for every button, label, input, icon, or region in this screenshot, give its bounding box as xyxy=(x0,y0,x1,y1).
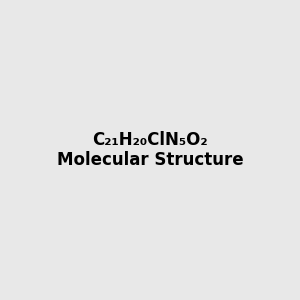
Text: C₂₁H₂₀ClN₅O₂
Molecular Structure: C₂₁H₂₀ClN₅O₂ Molecular Structure xyxy=(57,130,243,170)
